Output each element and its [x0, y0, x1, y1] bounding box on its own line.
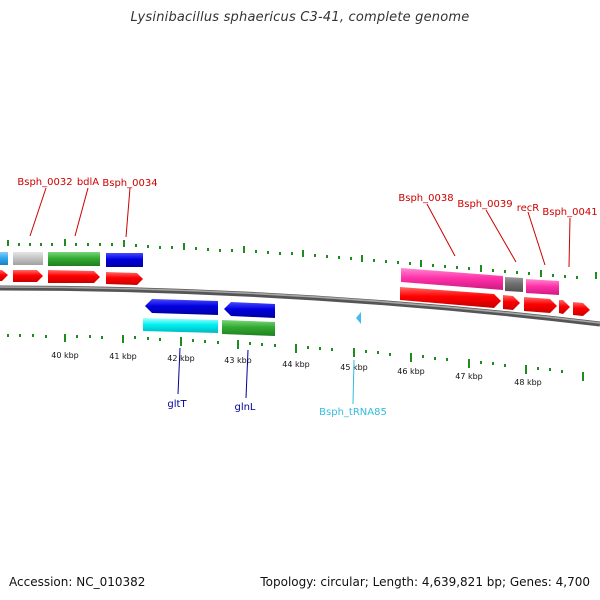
- genome-backbone: [0, 285, 600, 327]
- gene-arrow[interactable]: [400, 287, 501, 308]
- bottom-gene-labels: gltT glnL Bsph_tRNA85: [167, 347, 387, 418]
- gene-arrow[interactable]: [573, 302, 590, 316]
- gene-arrow[interactable]: [48, 270, 100, 283]
- gene-box-recR[interactable]: [526, 279, 559, 295]
- gene-arrow[interactable]: [524, 297, 557, 313]
- gene-box-bdlA[interactable]: [48, 252, 100, 266]
- genome-stats-text: Topology: circular; Length: 4,639,821 bp…: [260, 575, 590, 589]
- gene-arrow[interactable]: [13, 270, 43, 282]
- gene-box-glnL[interactable]: [222, 320, 275, 336]
- top-gene-labels: Bsph_0032 bdlA Bsph_0034 Bsph_0038 Bsph_…: [17, 177, 598, 268]
- top-strand-genes: [0, 252, 559, 295]
- scale-label: 41 kbp: [109, 352, 137, 361]
- scale-label: 46 kbp: [397, 367, 425, 376]
- gene-box-Bsph_0039[interactable]: [505, 277, 523, 292]
- gene-arrow-blue[interactable]: [145, 299, 218, 315]
- gene-arrow[interactable]: [0, 270, 8, 281]
- scale-labels: 40 kbp 41 kbp 42 kbp 43 kbp 44 kbp 45 kb…: [51, 351, 542, 387]
- inner-tick-ring: [7, 334, 584, 381]
- gene-label-Bsph_0041[interactable]: Bsph_0041: [542, 207, 597, 218]
- outer-tick-ring: [7, 239, 597, 279]
- genome-title: Lysinibacillus sphaericus C3-41, complet…: [130, 10, 470, 25]
- trna-marker[interactable]: [356, 312, 361, 324]
- gene-label-Bsph_0038[interactable]: Bsph_0038: [398, 193, 453, 204]
- scale-label: 42 kbp: [167, 354, 195, 363]
- gene-label-recR[interactable]: recR: [517, 203, 540, 214]
- genome-backbone-highlight: [0, 286, 600, 324]
- gene-arrow-blue[interactable]: [224, 302, 275, 318]
- gene-label-glnL[interactable]: glnL: [234, 402, 255, 413]
- top-strand-arrows: [0, 270, 590, 316]
- gene-arrow[interactable]: [106, 272, 143, 285]
- scale-label: 40 kbp: [51, 351, 79, 360]
- scale-label: 48 kbp: [514, 378, 542, 387]
- gene-arrow[interactable]: [559, 300, 570, 314]
- bottom-strand-genes: [143, 299, 361, 336]
- gene-box-Bsph_0034[interactable]: [106, 253, 143, 267]
- gene-label-Bsph_0039[interactable]: Bsph_0039: [457, 199, 512, 210]
- gene-label-bdlA[interactable]: bdlA: [77, 177, 99, 188]
- scale-label: 44 kbp: [282, 360, 310, 369]
- gene-label-Bsph_0032[interactable]: Bsph_0032: [17, 177, 72, 188]
- gene-box-Bsph_0038[interactable]: [401, 268, 503, 290]
- gene-box-lightblue[interactable]: [0, 252, 8, 265]
- gene-label-Bsph_tRNA85[interactable]: Bsph_tRNA85: [319, 407, 387, 418]
- accession-text: Accession: NC_010382: [9, 575, 146, 589]
- scale-label: 43 kbp: [224, 356, 252, 365]
- gene-box-gltT[interactable]: [143, 318, 218, 333]
- gene-arrow[interactable]: [503, 295, 520, 310]
- scale-label: 47 kbp: [455, 372, 483, 381]
- gene-label-gltT[interactable]: gltT: [167, 399, 187, 410]
- gene-label-Bsph_0034[interactable]: Bsph_0034: [102, 178, 157, 189]
- gene-box-gray[interactable]: [13, 252, 43, 265]
